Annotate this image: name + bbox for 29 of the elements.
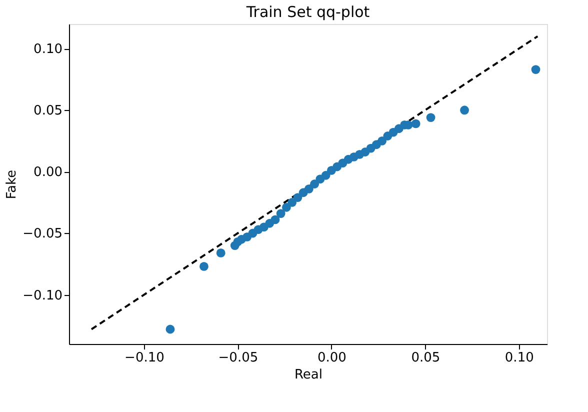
x-axis-title: Real <box>294 368 323 382</box>
point <box>199 262 208 271</box>
x-tick-label: 0.10 <box>504 350 534 366</box>
point <box>310 180 320 188</box>
point <box>411 119 420 128</box>
x-tick-label: −0.10 <box>124 350 164 366</box>
y-axis-title: Fake <box>4 170 20 200</box>
point <box>216 248 226 258</box>
point <box>270 215 280 224</box>
chart-title: Train Set qq-plot <box>245 3 370 21</box>
y-tick-label: 0.10 <box>34 42 62 58</box>
y-tick-label: 0.00 <box>34 165 62 180</box>
point <box>531 65 540 74</box>
x-tick-label: 0.00 <box>317 350 346 366</box>
x-tick-label: 0.05 <box>411 350 440 366</box>
point <box>293 193 302 202</box>
point <box>304 184 314 194</box>
point <box>460 106 469 115</box>
y-tick-label: 0.05 <box>34 104 62 119</box>
point <box>321 170 330 180</box>
x-tick-label: −0.05 <box>218 350 258 366</box>
y-tick-label: −0.10 <box>22 288 62 304</box>
point <box>378 136 387 146</box>
point <box>288 198 297 207</box>
y-tick-label: −0.05 <box>22 226 62 242</box>
point <box>282 202 291 212</box>
point <box>276 209 286 218</box>
point <box>166 324 175 334</box>
point <box>426 113 436 122</box>
